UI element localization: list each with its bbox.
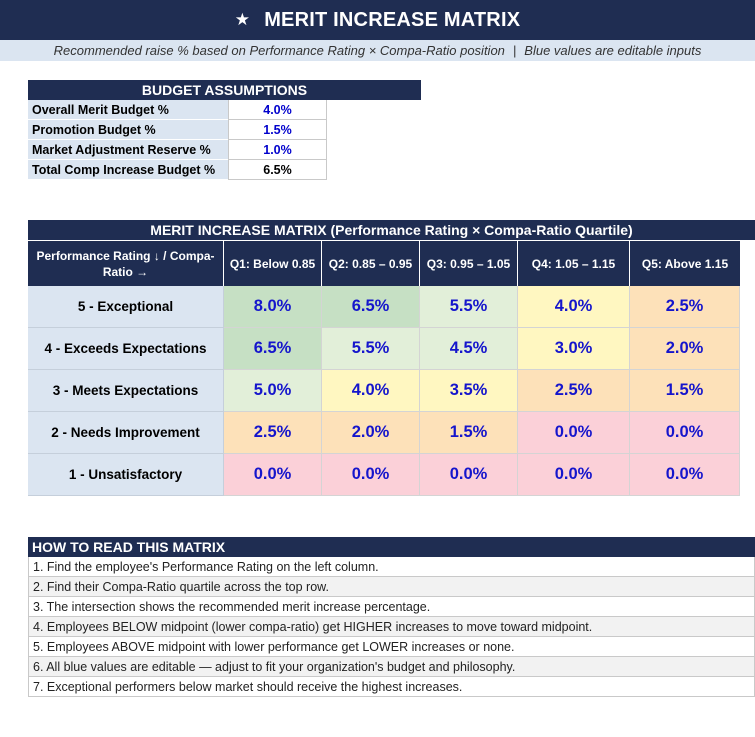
merit-cell-input[interactable]: 0.0% xyxy=(518,412,630,454)
budget-header: BUDGET ASSUMPTIONS xyxy=(28,80,421,100)
howto-item: 6. All blue values are editable — adjust… xyxy=(28,657,755,677)
merit-cell-input[interactable]: 2.5% xyxy=(224,412,322,454)
merit-cell-input[interactable]: 0.0% xyxy=(518,454,630,496)
merit-cell-input[interactable]: 0.0% xyxy=(224,454,322,496)
merit-cell-input[interactable]: 1.5% xyxy=(630,370,740,412)
column-header-q4: Q4: 1.05 – 1.15 xyxy=(518,240,630,286)
howto-item: 1. Find the employee's Performance Ratin… xyxy=(28,557,755,577)
market-reserve-input[interactable]: 1.0% xyxy=(228,140,327,160)
promotion-budget-input[interactable]: 1.5% xyxy=(228,120,327,140)
performance-rating-label: 4 - Exceeds Expectations xyxy=(28,328,224,370)
merit-cell-input[interactable]: 0.0% xyxy=(420,454,518,496)
budget-row-total: Total Comp Increase Budget % 6.5% xyxy=(28,160,421,180)
merit-cell-input[interactable]: 2.5% xyxy=(630,286,740,328)
howto-item: 2. Find their Compa-Ratio quartile acros… xyxy=(28,577,755,597)
matrix-row: 4 - Exceeds Expectations 6.5% 5.5% 4.5% 3.0%… xyxy=(28,328,755,370)
column-header-q2: Q2: 0.85 – 0.95 xyxy=(322,240,420,286)
budget-label: Total Comp Increase Budget % xyxy=(28,160,228,180)
matrix-column-headers: Performance Rating ↓ / Compa-Ratio → Q1:… xyxy=(28,240,755,286)
merit-cell-input[interactable]: 4.0% xyxy=(322,370,420,412)
budget-label: Promotion Budget % xyxy=(28,120,228,140)
performance-rating-label: 3 - Meets Expectations xyxy=(28,370,224,412)
subtitle-right: Blue values are editable inputs xyxy=(524,43,702,58)
merit-cell-input[interactable]: 6.5% xyxy=(224,328,322,370)
merit-cell-input[interactable]: 6.5% xyxy=(322,286,420,328)
matrix-corner-label: Performance Rating ↓ / Compa-Ratio → xyxy=(28,240,224,286)
howto-list: 1. Find the employee's Performance Ratin… xyxy=(28,557,755,697)
how-to-read-section: HOW TO READ THIS MATRIX 1. Find the empl… xyxy=(28,537,755,697)
budget-row-merit: Overall Merit Budget % 4.0% xyxy=(28,100,421,120)
star-icon: ★ xyxy=(234,10,251,29)
matrix-header: MERIT INCREASE MATRIX (Performance Ratin… xyxy=(28,220,755,240)
merit-cell-input[interactable]: 5.5% xyxy=(420,286,518,328)
matrix-row: 2 - Needs Improvement 2.5% 2.0% 1.5% 0.0% 0.0… xyxy=(28,412,755,454)
merit-cell-input[interactable]: 2.5% xyxy=(518,370,630,412)
merit-matrix: MERIT INCREASE MATRIX (Performance Ratin… xyxy=(28,220,755,496)
budget-assumptions-table: BUDGET ASSUMPTIONS Overall Merit Budget … xyxy=(28,80,421,180)
merit-cell-input[interactable]: 3.0% xyxy=(518,328,630,370)
howto-item: 3. The intersection shows the recommende… xyxy=(28,597,755,617)
merit-cell-input[interactable]: 2.0% xyxy=(322,412,420,454)
merit-cell-input[interactable]: 5.0% xyxy=(224,370,322,412)
howto-item: 5. Employees ABOVE midpoint with lower p… xyxy=(28,637,755,657)
subtitle-left: Recommended raise % based on Performance… xyxy=(53,43,505,58)
column-header-q5: Q5: Above 1.15 xyxy=(630,240,740,286)
budget-row-promotion: Promotion Budget % 1.5% xyxy=(28,120,421,140)
column-header-q3: Q3: 0.95 – 1.05 xyxy=(420,240,518,286)
budget-label: Market Adjustment Reserve % xyxy=(28,140,228,160)
merit-cell-input[interactable]: 0.0% xyxy=(630,454,740,496)
matrix-row: 3 - Meets Expectations 5.0% 4.0% 3.5% 2.5% 1.… xyxy=(28,370,755,412)
subtitle-bar: Recommended raise % based on Performance… xyxy=(0,40,755,61)
merit-cell-input[interactable]: 4.5% xyxy=(420,328,518,370)
title-bar: ★ MERIT INCREASE MATRIX xyxy=(0,0,755,40)
matrix-row: 5 - Exceptional 8.0% 6.5% 5.5% 4.0% 2.5% xyxy=(28,286,755,328)
matrix-row: 1 - Unsatisfactory 0.0% 0.0% 0.0% 0.0% 0.0% xyxy=(28,454,755,496)
merit-cell-input[interactable]: 4.0% xyxy=(518,286,630,328)
merit-cell-input[interactable]: 3.5% xyxy=(420,370,518,412)
total-budget-value: 6.5% xyxy=(228,160,327,180)
howto-item: 7. Exceptional performers below market s… xyxy=(28,677,755,697)
performance-rating-label: 1 - Unsatisfactory xyxy=(28,454,224,496)
merit-cell-input[interactable]: 5.5% xyxy=(322,328,420,370)
merit-cell-input[interactable]: 2.0% xyxy=(630,328,740,370)
howto-item: 4. Employees BELOW midpoint (lower compa… xyxy=(28,617,755,637)
merit-cell-input[interactable]: 1.5% xyxy=(420,412,518,454)
merit-cell-input[interactable]: 0.0% xyxy=(630,412,740,454)
budget-label: Overall Merit Budget % xyxy=(28,100,228,120)
matrix-body: 5 - Exceptional 8.0% 6.5% 5.5% 4.0% 2.5% 4 - E… xyxy=(28,286,755,496)
page-title: MERIT INCREASE MATRIX xyxy=(264,8,521,31)
column-header-q1: Q1: Below 0.85 xyxy=(224,240,322,286)
merit-budget-input[interactable]: 4.0% xyxy=(228,100,327,120)
subtitle-separator: | xyxy=(512,43,517,58)
howto-header: HOW TO READ THIS MATRIX xyxy=(28,537,755,557)
budget-row-market: Market Adjustment Reserve % 1.0% xyxy=(28,140,421,160)
performance-rating-label: 2 - Needs Improvement xyxy=(28,412,224,454)
merit-cell-input[interactable]: 8.0% xyxy=(224,286,322,328)
merit-cell-input[interactable]: 0.0% xyxy=(322,454,420,496)
performance-rating-label: 5 - Exceptional xyxy=(28,286,224,328)
